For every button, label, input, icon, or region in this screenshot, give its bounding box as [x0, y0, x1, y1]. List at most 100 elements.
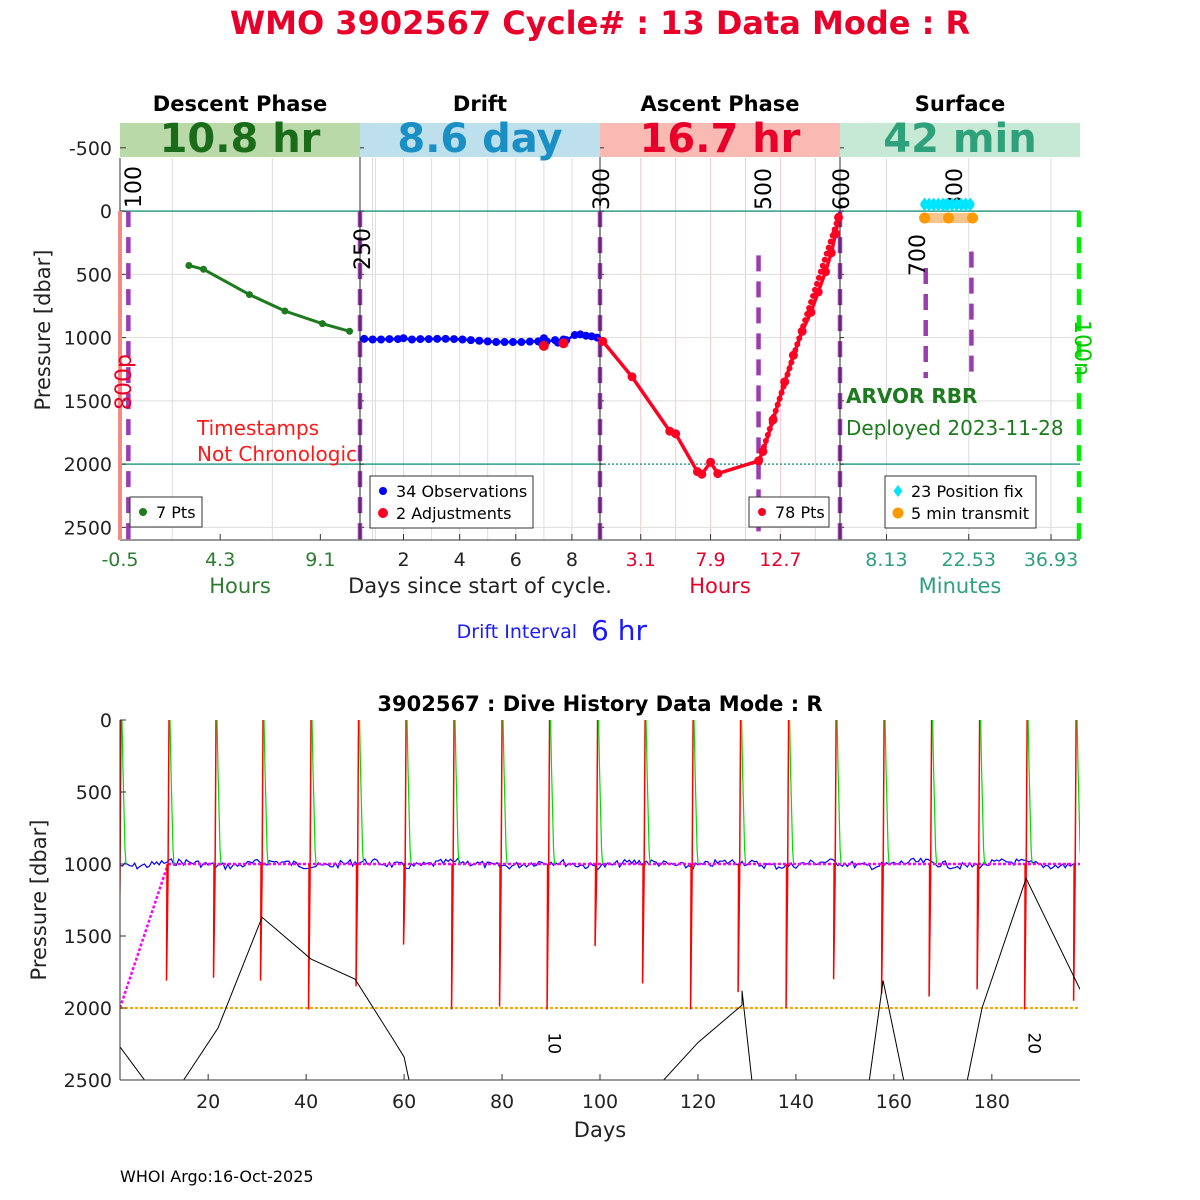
ascent-profile-line [1023, 720, 1028, 1010]
ascent-point [819, 262, 826, 269]
y-tick-label: 500 [76, 264, 112, 286]
marker-label: 250 [351, 228, 376, 270]
descent-profile-line [1027, 720, 1033, 865]
drift-point [441, 334, 450, 343]
ascent-profile-line [402, 720, 407, 945]
descent-profile-line [645, 720, 651, 865]
ascent-point [762, 437, 769, 444]
x-tick-label: 180 [974, 1091, 1010, 1113]
footer-credit: WHOI Argo:16-Oct-2025 [120, 1167, 314, 1186]
y-axis-label: Pressure [dbar] [31, 250, 55, 411]
ascent-profile-line [594, 720, 599, 947]
drift-point [466, 336, 475, 345]
legend-marker [758, 508, 766, 516]
legend-label: 34 Observations [396, 482, 527, 501]
y-tick-label: 1500 [64, 391, 112, 413]
ascent-point [786, 365, 793, 372]
phase-title: Drift [453, 92, 507, 116]
ascent-point [800, 323, 807, 330]
x-tick-label: 6 [510, 549, 522, 571]
ascent-point [796, 335, 803, 342]
legend-label: 78 Pts [775, 503, 825, 522]
position-fix-point [924, 197, 934, 210]
x-tick-label: -0.5 [101, 549, 138, 571]
dive-history-chart: 3902567 : Dive History Data Mode : R 10 20… [27, 692, 1080, 1142]
park-pressure-ramp [120, 863, 170, 1009]
descent-profile-line [311, 720, 317, 865]
x-tick-label: 140 [778, 1091, 814, 1113]
descent-profile-line [454, 720, 460, 865]
bathymetry-line [663, 990, 753, 1080]
ascent-point [772, 407, 779, 414]
x-tick-label: 8.13 [865, 549, 907, 571]
position-fix-point [952, 197, 962, 210]
legend-marker [139, 508, 147, 516]
cycle-number-label: 20 [1024, 1032, 1044, 1054]
cycle-number-label: 10 [544, 1032, 564, 1054]
phase-band [360, 123, 600, 157]
ascent-point [782, 377, 789, 384]
legend-label: 7 Pts [156, 503, 196, 522]
x-tick-label: 9.1 [305, 549, 335, 571]
y-tick-label: 2500 [64, 1070, 112, 1092]
x-tick-label: 20 [196, 1091, 220, 1113]
ascent-point [806, 305, 813, 312]
x-tick-label: 8 [566, 549, 578, 571]
position-fix-point [961, 197, 971, 210]
ascent-point [827, 238, 834, 245]
ascent-profile-line [976, 720, 981, 990]
position-fix-point [940, 198, 950, 211]
legend-marker [892, 507, 904, 519]
ascent-point [764, 431, 771, 438]
marker-label: 100 [122, 166, 147, 208]
descent-profile-line [121, 720, 127, 865]
ascent-profile-line [450, 720, 455, 1010]
bathymetry-line [183, 916, 410, 1080]
x-axis-label: Hours [209, 574, 271, 598]
descent-profile-line [884, 720, 890, 865]
x-tick-label: 2 [397, 549, 409, 571]
phase-duration: 10.8 hr [160, 116, 321, 162]
drift-point [368, 335, 377, 344]
drift-point [492, 338, 501, 347]
legend-label: 5 min transmit [911, 504, 1029, 523]
x-tick-label: 60 [392, 1091, 416, 1113]
ascent-point [821, 256, 828, 263]
x-axis-label: Minutes [919, 574, 1002, 598]
x-tick-label: 3.1 [626, 549, 656, 571]
legend-box [884, 475, 1037, 529]
x-tick-label: 4.3 [205, 549, 235, 571]
x-tick-label: 36.93 [1024, 549, 1078, 571]
x-tick-label: 4 [454, 549, 466, 571]
legend-marker [893, 485, 903, 497]
descent-point [199, 265, 207, 273]
descent-profile-line [980, 720, 986, 865]
ascent-point [790, 353, 797, 360]
phase-title: Surface [915, 92, 1005, 116]
y-tick-label: 2000 [64, 454, 112, 476]
descent-point [185, 261, 193, 269]
ascent-point [598, 336, 608, 346]
y-tick-label: 0 [100, 710, 112, 732]
marker-label: 300 [590, 168, 615, 210]
x-tick-label: 7.9 [695, 549, 725, 571]
ascent-point [788, 359, 795, 366]
phase-band [840, 123, 1080, 157]
y-tick-label: -500 [69, 138, 112, 160]
position-fix-point [956, 197, 966, 210]
marker-label: 500 [752, 168, 777, 210]
ascent-point [758, 449, 765, 456]
ascent-profile-line [259, 720, 264, 981]
phase-band [600, 123, 840, 157]
position-fix-point [965, 197, 975, 210]
descent-point [245, 291, 253, 299]
drift-point [360, 334, 369, 343]
ascent-point [778, 389, 785, 396]
ascent-profile-line [498, 720, 503, 1007]
descent-profile-line [932, 720, 938, 865]
bathymetry-line [966, 877, 1080, 1080]
phase-duration: 16.7 hr [640, 116, 801, 162]
descent-profile-line [502, 720, 508, 865]
drift-point [450, 335, 459, 344]
legend-marker [379, 487, 387, 495]
